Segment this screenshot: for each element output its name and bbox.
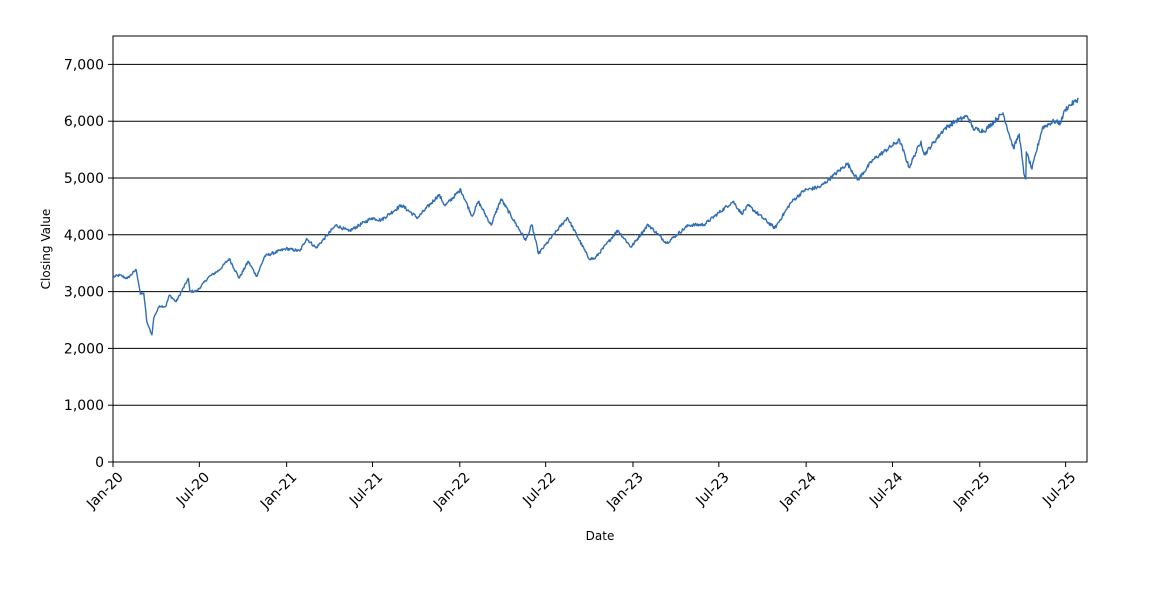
x-tick-label-5: Jul-22	[519, 469, 559, 509]
x-tick-label-2: Jan-21	[257, 469, 300, 512]
x-axis-label: Date	[586, 529, 615, 543]
y-tick-label-5: 5,000	[64, 171, 104, 187]
gridlines	[113, 63, 1087, 406]
series-line-0	[113, 97, 1079, 336]
y-tick-label-1: 1,000	[64, 398, 104, 414]
y-axis-ticks: 0 1,000 2,000 3,000 4,000 5,000 6,000 7,000	[64, 57, 113, 471]
series-layer	[113, 97, 1079, 336]
x-tick-label-1: Jul-20	[173, 469, 213, 509]
y-tick-label-4: 4,000	[64, 228, 104, 244]
x-tick-label-0: Jan-20	[83, 469, 126, 512]
x-tick-label-7: Jul-23	[692, 469, 732, 509]
plot-area	[112, 35, 1088, 463]
x-tick-label-10: Jan-25	[950, 469, 993, 512]
y-axis-label: Closing Value	[39, 209, 53, 290]
x-tick-label-4: Jan-22	[430, 469, 473, 512]
y-tick-label-7: 7,000	[64, 57, 104, 73]
x-tick-label-9: Jul-24	[866, 469, 906, 509]
x-axis-ticks: Jan-20 Jul-20 Jan-21 Jul-21 Jan-22 Jul-22 Jan-…	[83, 462, 1079, 513]
x-tick-label-8: Jan-24	[776, 469, 820, 513]
x-tick-label-6: Jan-23	[603, 469, 646, 512]
x-tick-label-3: Jul-21	[346, 469, 386, 509]
y-tick-label-0: 0	[95, 455, 104, 471]
y-tick-label-3: 3,000	[64, 285, 104, 301]
x-tick-label-11: Jul-25	[1039, 469, 1079, 509]
y-tick-label-2: 2,000	[64, 341, 104, 357]
y-tick-label-6: 6,000	[64, 114, 104, 130]
